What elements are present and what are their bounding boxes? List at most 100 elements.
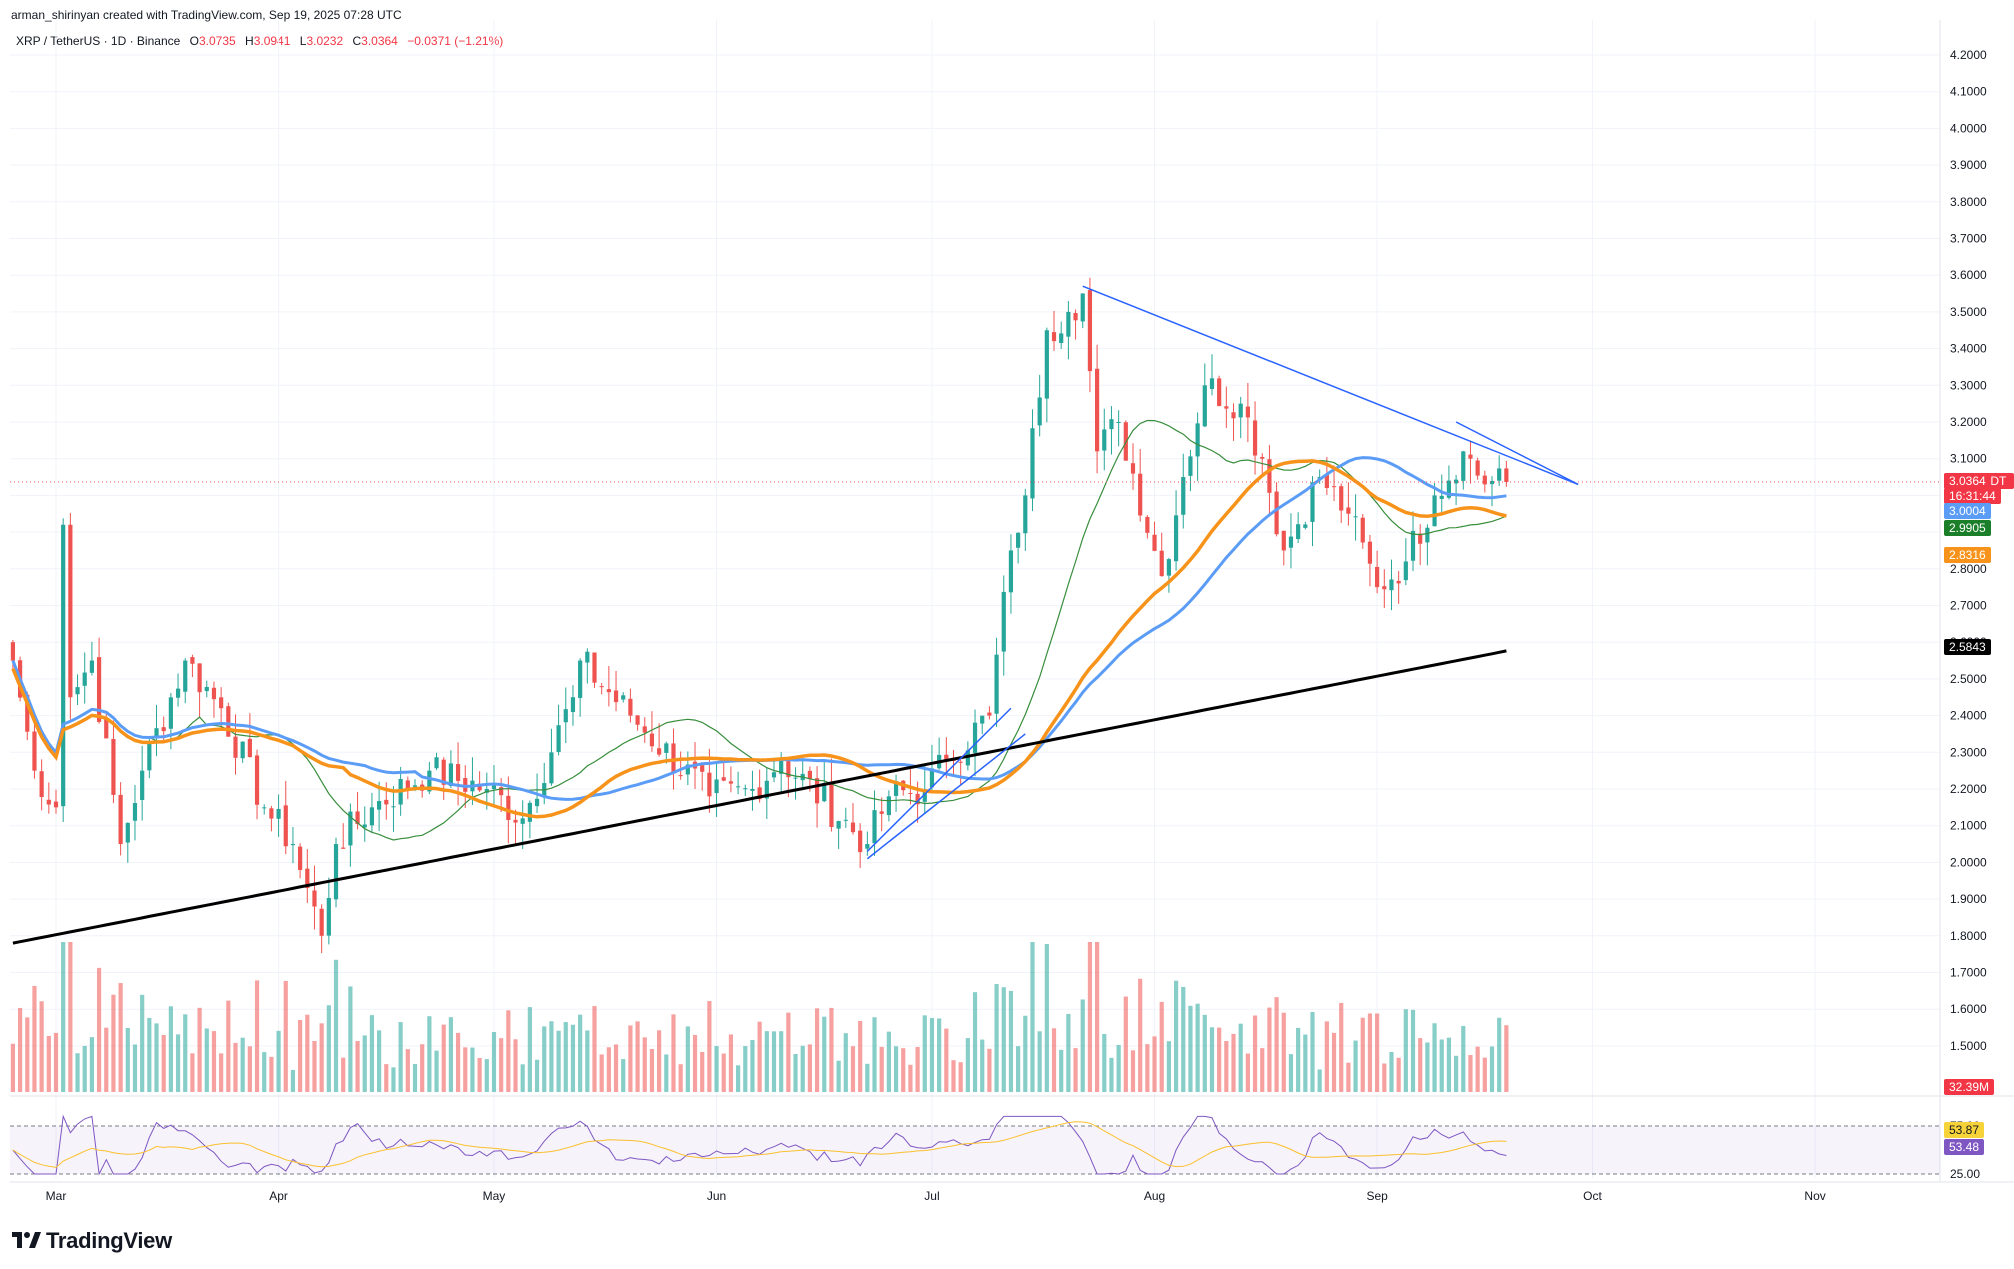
volume-bar bbox=[1202, 1014, 1207, 1092]
candle-body bbox=[534, 798, 540, 807]
volume-bar bbox=[1109, 1057, 1114, 1092]
candle-body bbox=[664, 743, 669, 753]
candle-body bbox=[1231, 412, 1236, 419]
candle-body bbox=[850, 822, 856, 833]
y-tick-label: 2.0000 bbox=[1950, 855, 1987, 869]
volume-bar bbox=[1296, 1027, 1301, 1092]
volume-bar bbox=[692, 1035, 698, 1092]
volume-bar bbox=[1059, 1049, 1064, 1092]
volume-bar bbox=[879, 1046, 884, 1092]
candle-body bbox=[1217, 378, 1222, 406]
volume-bar bbox=[901, 1048, 906, 1092]
symbol-name[interactable]: XRP / TetherUS · 1D · Binance bbox=[16, 34, 181, 48]
price-chart[interactable]: 75.0025.00 4.2000 4.1000 4.0000 3.9000 3.800… bbox=[0, 0, 2014, 1220]
candle-body bbox=[944, 754, 949, 760]
candle-body bbox=[743, 788, 748, 790]
candle-body bbox=[391, 806, 396, 808]
candle-body bbox=[75, 687, 80, 695]
candle-body bbox=[1461, 451, 1466, 481]
candle-body bbox=[1454, 479, 1459, 484]
volume-bar bbox=[233, 1042, 238, 1092]
volume-bar bbox=[312, 1040, 317, 1092]
candle-body bbox=[527, 802, 532, 822]
candle-body bbox=[32, 731, 37, 771]
candle-body bbox=[1389, 579, 1394, 591]
ma20-label: 2.9905 bbox=[1944, 520, 1991, 536]
rsi-label: 53.48 bbox=[1944, 1139, 1985, 1155]
candle-body bbox=[613, 690, 619, 703]
y-tick-label: 1.5000 bbox=[1950, 1039, 1987, 1053]
candle-body bbox=[168, 697, 173, 729]
volume-bar bbox=[463, 1047, 468, 1092]
candle-body bbox=[814, 778, 820, 804]
candle-body bbox=[125, 822, 130, 843]
volume-bar bbox=[829, 1007, 834, 1092]
candle-body bbox=[1238, 403, 1243, 418]
candle-body bbox=[642, 726, 647, 733]
volume-bar bbox=[25, 1017, 30, 1092]
volume-bar bbox=[563, 1022, 568, 1092]
candle-body bbox=[1331, 486, 1337, 488]
volume-bar bbox=[1475, 1046, 1480, 1092]
volume-bar bbox=[1432, 1023, 1437, 1092]
candle-body bbox=[1353, 516, 1358, 518]
x-tick-label: Aug bbox=[1144, 1189, 1165, 1203]
y-tick-label: 3.1000 bbox=[1950, 452, 1987, 466]
candle-body bbox=[499, 787, 504, 796]
volume-bar bbox=[1245, 1053, 1250, 1092]
candle-body bbox=[369, 807, 375, 826]
volume-bar bbox=[10, 1043, 16, 1092]
brand-wordmark: TradingView bbox=[46, 1228, 172, 1253]
volume-bar bbox=[1209, 1027, 1215, 1092]
candle-body bbox=[39, 771, 44, 797]
volume-bar bbox=[642, 1037, 647, 1092]
candle-body bbox=[111, 739, 116, 795]
volume-bar bbox=[951, 1060, 956, 1092]
candle-body bbox=[1152, 534, 1157, 551]
volume-bar bbox=[1353, 1040, 1358, 1092]
candle-body bbox=[886, 796, 891, 816]
volume-bar bbox=[513, 1039, 518, 1092]
y-tick-label: 1.9000 bbox=[1950, 892, 1987, 906]
candle-body bbox=[355, 811, 360, 825]
volume-bar bbox=[1116, 1045, 1121, 1092]
volume-bar bbox=[1425, 1042, 1430, 1092]
y-tick-label: 2.1000 bbox=[1950, 819, 1987, 833]
x-tick-label: Nov bbox=[1804, 1189, 1825, 1203]
candle-body bbox=[836, 821, 841, 829]
attribution-text: arman_shirinyan created with TradingView… bbox=[11, 8, 402, 22]
candle-body bbox=[1073, 312, 1078, 321]
y-tick-label: 4.1000 bbox=[1950, 85, 1987, 99]
volume-bar bbox=[341, 1057, 346, 1092]
candle-body bbox=[657, 748, 662, 755]
candle-body bbox=[1281, 530, 1286, 551]
x-tick-label: Apr bbox=[269, 1189, 288, 1203]
volume-bar bbox=[1016, 1046, 1021, 1092]
candle-body bbox=[269, 808, 274, 819]
candle-body bbox=[606, 689, 611, 693]
y-tick-label: 1.7000 bbox=[1950, 966, 1987, 980]
volume-bar bbox=[247, 1046, 252, 1092]
candle-body bbox=[771, 772, 777, 778]
candle-body bbox=[1224, 406, 1229, 409]
candle-body bbox=[1138, 473, 1143, 516]
candle-body bbox=[326, 897, 331, 936]
candle-body bbox=[972, 722, 978, 753]
candle-body bbox=[649, 733, 655, 747]
candle-body bbox=[858, 830, 863, 853]
volume-bar bbox=[1267, 1007, 1272, 1092]
candle-body bbox=[1288, 536, 1294, 548]
candle-body bbox=[1324, 474, 1329, 489]
ma200-label: 2.5843 bbox=[1944, 639, 1991, 655]
candle-body bbox=[1116, 422, 1121, 423]
volume-bar bbox=[1044, 943, 1049, 1092]
short-trendline bbox=[1455, 421, 1579, 486]
volume-bar bbox=[470, 1047, 475, 1092]
candle-body bbox=[1252, 420, 1258, 456]
volume-bar bbox=[219, 1053, 224, 1092]
volume-bar bbox=[441, 1024, 446, 1092]
candle-body bbox=[1468, 454, 1473, 459]
candle-body bbox=[1274, 491, 1279, 535]
volume-bar bbox=[305, 1014, 310, 1092]
volume-bar bbox=[807, 1044, 812, 1092]
